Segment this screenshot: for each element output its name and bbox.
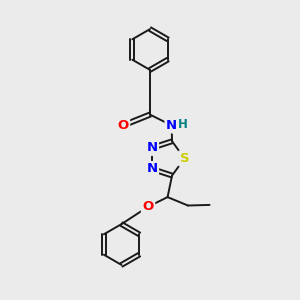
Text: O: O — [117, 119, 129, 132]
Text: N: N — [146, 163, 158, 176]
Text: O: O — [142, 200, 154, 213]
Text: S: S — [180, 152, 189, 165]
Text: N: N — [146, 141, 158, 154]
Text: N: N — [166, 119, 177, 132]
Text: H: H — [178, 118, 188, 131]
